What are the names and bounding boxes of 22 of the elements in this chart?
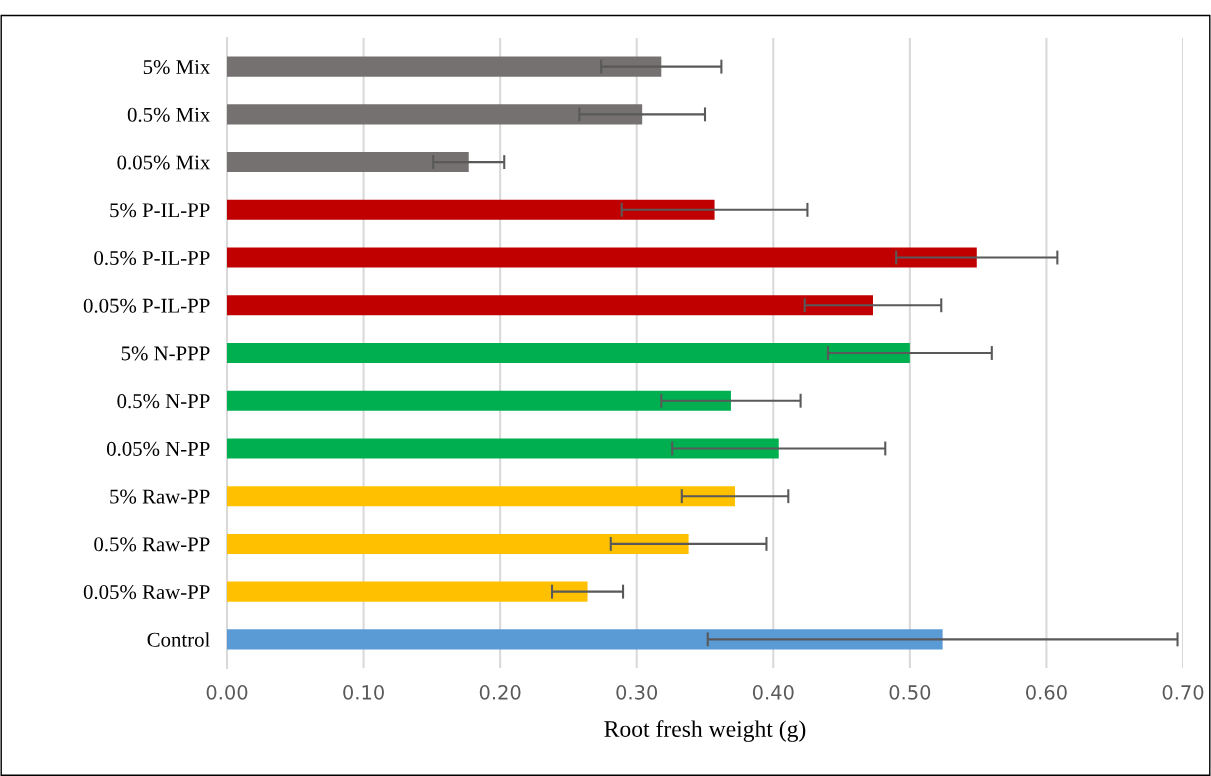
y-tick-label: 0.5% Mix [127, 107, 211, 122]
x-tick-label: 0.50 [889, 685, 931, 700]
y-tick-label: Control [147, 632, 210, 647]
x-tick-label: 0.60 [1026, 685, 1067, 700]
x-tick-label: 0.00 [206, 685, 248, 700]
y-tick-label: 5% Raw-PP [110, 489, 210, 504]
y-tick-label: 0.5% N-PP [117, 394, 210, 409]
y-tick-label: 5% N-PPP [121, 346, 210, 361]
x-tick-label: 0.40 [752, 685, 794, 700]
y-tick-label: 0.05% P-IL-PP [83, 298, 210, 313]
y-tick-label: 5% P-IL-PP [110, 203, 210, 218]
x-tick-label: 0.30 [616, 685, 658, 700]
y-tick-label: 0.5% Raw-PP [94, 537, 210, 552]
x-tick-label: 0.10 [343, 685, 384, 700]
x-axis-title: Root fresh weight (g) [604, 720, 806, 742]
y-tick-label: 0.05% Mix [117, 155, 211, 170]
y-tick-label: 0.05% Raw-PP [83, 585, 210, 600]
x-tick-label: 0.70 [1162, 685, 1204, 700]
y-tick-label: 5% Mix [143, 60, 211, 75]
x-tick-label: 0.20 [479, 685, 521, 700]
y-tick-label: 0.05% N-PP [106, 441, 210, 456]
y-tick-label: 0.5% P-IL-PP [94, 250, 210, 266]
